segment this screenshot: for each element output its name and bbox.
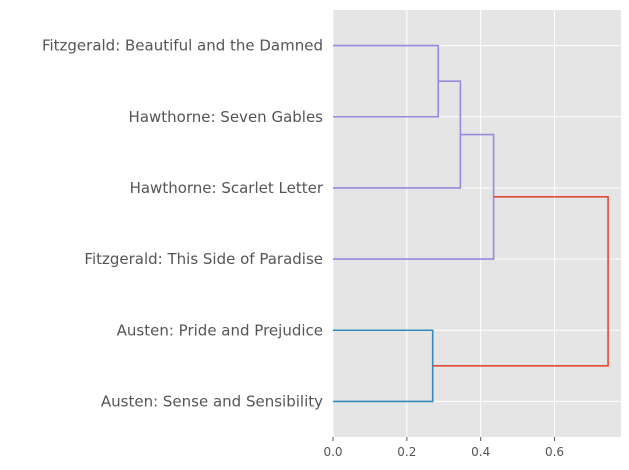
dendrogram-link [432,196,609,367]
leaf-label: Fitzgerald: This Side of Paradise [84,250,323,268]
dendrogram-link [333,329,434,403]
x-tick-label: 0.0 [323,445,342,459]
plot-background [333,10,621,437]
x-tick-label: 0.6 [545,445,564,459]
leaf-label: Austen: Sense and Sensibility [101,392,323,410]
leaf-label: Fitzgerald: Beautiful and the Damned [42,37,323,55]
x-tick-label: 0.2 [397,445,416,459]
dendrogram-link [333,133,495,260]
leaf-label: Hawthorne: Scarlet Letter [130,179,324,197]
leaf-labels: Fitzgerald: Beautiful and the Damned Hawt… [42,37,324,411]
x-axis-ticks: 0.0 0.2 0.4 0.6 [323,437,564,459]
x-tick-label: 0.4 [471,445,490,459]
leaf-label: Hawthorne: Seven Gables [129,108,324,126]
dendrogram-links [333,44,609,403]
leaf-label: Austen: Pride and Prejudice [117,321,323,339]
